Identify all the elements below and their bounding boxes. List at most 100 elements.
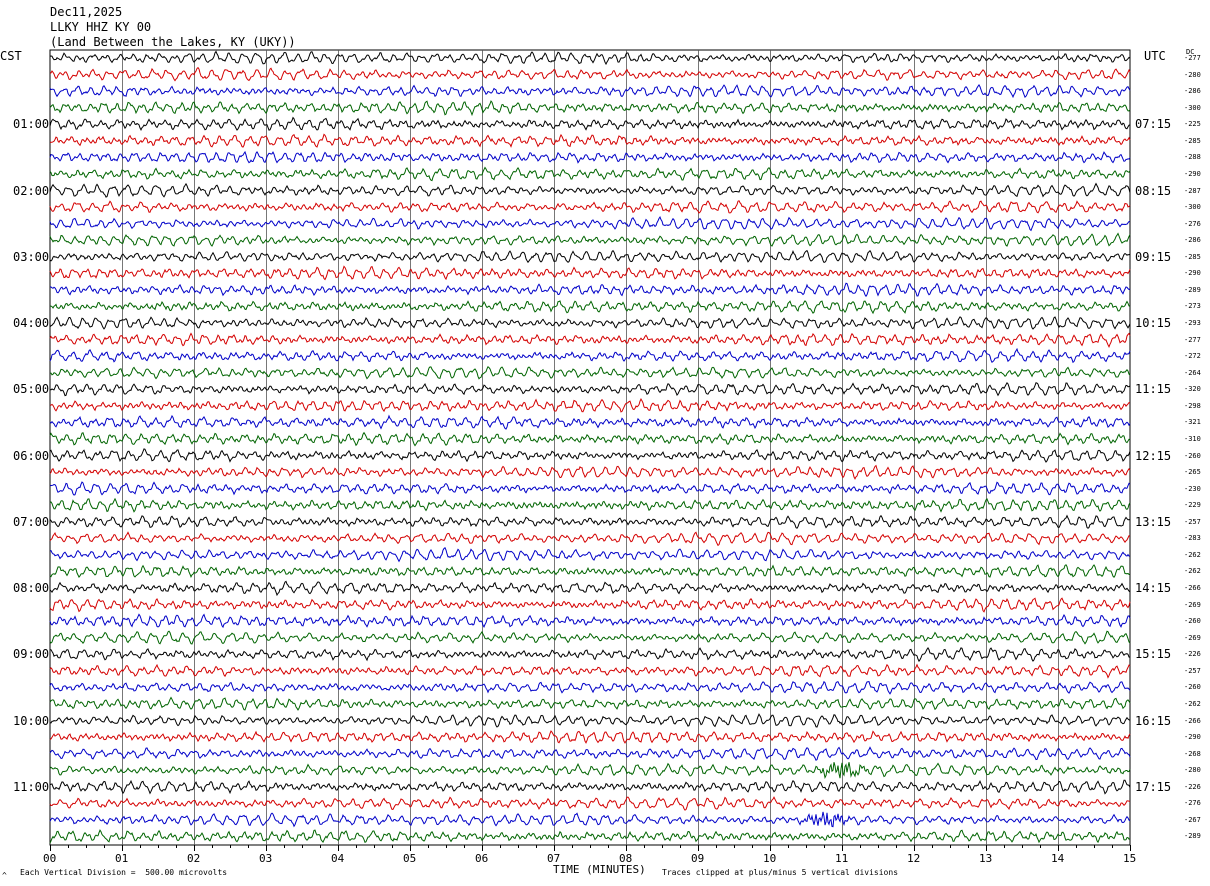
dc-offset-label: -320 [1184,385,1201,394]
dc-offset-label: -286 [1184,236,1201,245]
left-hour-label: 01:00 [13,117,50,132]
trace-row [49,448,1131,463]
trace-row [49,779,1131,795]
left-hour-label: 10:00 [13,713,50,728]
dc-offset-label: -300 [1184,203,1201,212]
trace-row [49,531,1131,547]
dc-offset-label: -288 [1184,153,1201,162]
trace-row [49,829,1131,844]
dc-offset-label: -264 [1184,368,1201,377]
dc-offset-label: -286 [1184,87,1201,96]
dc-offset-label: -285 [1184,136,1201,145]
dc-offset-label: -280 [1184,766,1201,775]
trace-row [49,332,1131,349]
header-date: Dec11,2025 [50,5,123,19]
right-hour-label: 10:15 [1135,316,1172,330]
dc-offset-label: -273 [1184,302,1201,311]
dc-header-label: DC [1186,48,1195,56]
right-timezone-label: UTC [1144,49,1166,63]
trace-row [49,182,1131,198]
dc-offset-label: -290 [1184,269,1201,278]
trace-row [49,398,1131,413]
dc-offset-label: -285 [1184,252,1201,261]
trace-row [49,316,1131,330]
x-tick-label: 00 [43,852,57,865]
trace-row [49,116,1131,132]
trace-row [49,730,1131,744]
x-tick-label: 08 [619,852,633,865]
x-tick-label: 06 [475,852,489,865]
dc-offset-label: -266 [1184,584,1201,592]
plot-frame [49,49,1131,846]
trace-row [49,249,1131,264]
dc-offset-label: -280 [1184,70,1201,79]
x-tick-label: 13 [979,852,993,865]
dc-offset-label: -267 [1184,815,1201,824]
right-hour-label: 15:15 [1135,647,1172,662]
dc-offset-label: -257 [1184,517,1201,526]
left-hour-label: 05:00 [13,382,50,397]
trace-row [49,464,1131,480]
x-tick-label: 01 [115,852,129,865]
trace-row [50,646,1131,663]
right-hour-label: 16:15 [1135,713,1172,728]
dc-offset-label: -276 [1184,219,1201,228]
dc-offset-label: -289 [1184,832,1201,841]
dc-offset-label: -310 [1184,434,1201,443]
trace-row [49,200,1131,214]
dc-offset-label: -287 [1184,186,1201,195]
trace-row [49,580,1131,597]
dc-offset-label: -277 [1184,54,1201,62]
trace-row [49,216,1131,232]
x-tick-label: 11 [835,852,849,865]
trace-row [49,133,1131,148]
trace-row [49,50,1131,66]
trace-row [49,680,1131,695]
trace-row [50,366,1131,380]
dc-offset-label: -260 [1184,617,1201,626]
trace-row [49,166,1131,182]
left-hour-label: 09:00 [13,647,50,662]
dc-offset-label: -226 [1184,782,1201,791]
dc-offset-label: -298 [1184,401,1201,410]
right-hour-label: 07:15 [1135,117,1172,132]
dc-offset-label: -283 [1184,534,1201,543]
footer-clip-note: Traces clipped at plus/minus 5 vertical … [662,868,899,877]
trace-row [49,414,1131,430]
right-hour-label: 12:15 [1135,448,1172,463]
header-location: (Land Between the Lakes, KY (UKY)) [50,35,296,49]
trace-row [49,597,1131,613]
left-hour-label: 07:00 [13,514,50,529]
left-hour-label: 04:00 [13,316,50,330]
trace-row [49,762,1131,779]
trace-row [49,811,1131,828]
dc-offset-label: -290 [1184,169,1201,178]
x-tick-label: 05 [403,852,417,865]
trace-row [49,497,1131,513]
right-hour-label: 11:15 [1135,382,1172,397]
dc-offset-label: -268 [1184,749,1201,758]
trace-row [49,713,1131,728]
trace-row [49,431,1131,447]
trace-row [49,514,1131,529]
trace-row [49,663,1131,679]
dc-offset-label: -272 [1184,352,1201,361]
dc-offset-label: -269 [1184,633,1201,642]
dc-offset-label: -269 [1184,600,1201,609]
trace-row [49,100,1131,117]
x-tick-label: 10 [763,852,777,865]
dc-offset-label: -293 [1184,319,1201,327]
trace-row [49,347,1131,364]
trace-row [49,746,1131,761]
trace-row [49,83,1131,99]
dc-offset-label: -260 [1184,451,1201,460]
right-hour-label: 13:15 [1135,514,1172,529]
trace-row [49,630,1131,645]
trace-row [49,696,1131,711]
dc-offset-label: -257 [1184,666,1201,675]
trace-row [49,481,1131,496]
dc-offset-label: -276 [1184,799,1201,808]
dc-offset-label: -229 [1184,501,1201,510]
dc-offset-label: -225 [1184,120,1201,129]
